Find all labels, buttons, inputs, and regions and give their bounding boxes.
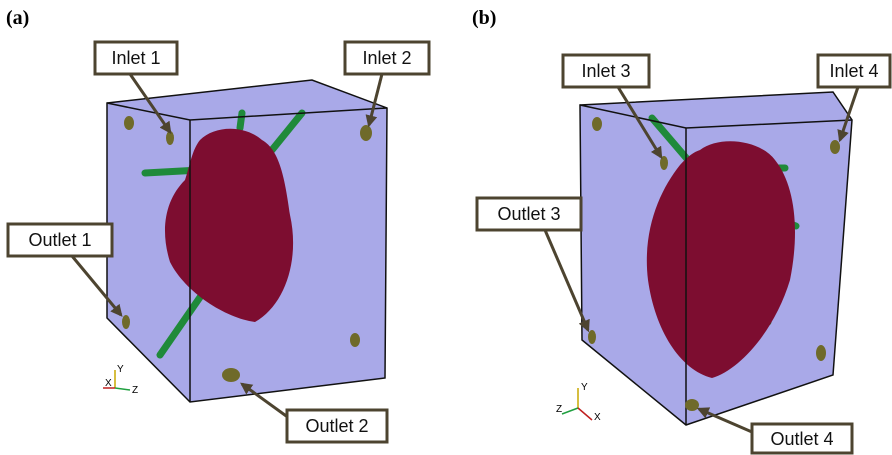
callout-label: Outlet 1 [28,230,91,250]
callout: Inlet 1 [95,42,177,74]
callout: Outlet 4 [752,424,852,453]
axis-label: X [105,378,112,389]
figure: (a) Inlet 1 Inlet 2 Outlet 1 Outlet 2 [0,0,892,455]
callout: Inlet 2 [345,42,429,74]
axis-label: Z [132,385,138,396]
axis-triad: Y X Z [103,364,138,396]
callout: Outlet 3 [477,198,581,230]
callout-label: Outlet 4 [770,429,833,449]
callout-label: Inlet 1 [111,48,160,68]
callout: Inlet 3 [563,55,649,87]
axis-triad: Y Z X [556,382,601,423]
panel-b: (b) Inlet 3 Inlet 4 Outlet 3 Outlet 4 [472,7,890,453]
callout: Outlet 1 [8,224,112,256]
callout: Outlet 2 [287,410,387,442]
axis-label: Y [581,382,588,393]
panel-label: (b) [472,7,496,29]
axis-label: Y [117,364,124,375]
axis-label: Z [556,404,562,415]
callout-label: Inlet 2 [362,48,411,68]
axis-label: X [594,412,601,423]
callout-label: Inlet 4 [829,61,878,81]
arrow [699,409,752,432]
panel-a: (a) Inlet 1 Inlet 2 Outlet 1 Outlet 2 [6,7,429,442]
callout-label: Outlet 3 [497,204,560,224]
callout-label: Outlet 2 [305,416,368,436]
callout-label: Inlet 3 [581,61,630,81]
callout: Inlet 4 [818,55,890,87]
panel-label: (a) [6,7,29,29]
